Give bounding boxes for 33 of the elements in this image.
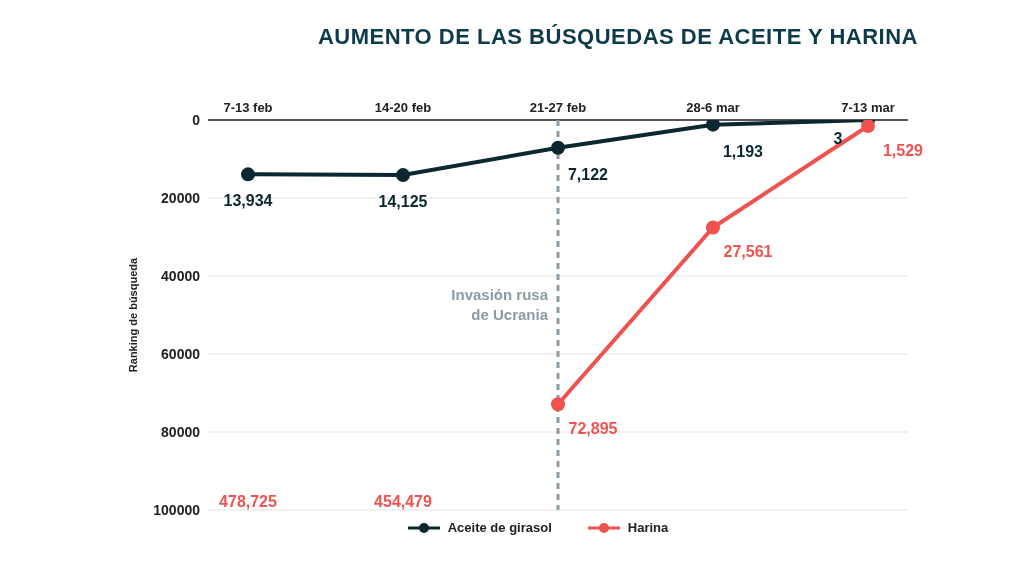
point [396, 168, 410, 183]
y-tick-label: 60000 [161, 345, 201, 362]
x-tick-label: 28-6 mar [686, 100, 740, 115]
chart-title: AUMENTO DE LAS BÚSQUEDAS DE ACEITE Y HARINA [316, 24, 919, 50]
data-label: 3 [833, 130, 843, 148]
y-tick-label: 40000 [161, 267, 201, 284]
data-label: 7,122 [567, 165, 609, 183]
x-tick-label: 7-13 mar [841, 100, 895, 115]
data-label: 13,934 [223, 192, 273, 210]
data-label: 27,561 [723, 243, 773, 261]
y-tick-label: 100000 [153, 501, 201, 518]
legend-label: Harina [627, 520, 669, 535]
data-label: 1,193 [722, 142, 764, 160]
data-label: 72,895 [568, 420, 618, 438]
annotation: 454,479 [374, 493, 433, 510]
point [706, 120, 720, 132]
annotation: 478,725 [219, 493, 278, 510]
data-label: 14,125 [378, 193, 428, 211]
x-tick-label: 14-20 feb [374, 100, 432, 115]
y-axis-title: Ranking de búsqueda [126, 256, 139, 373]
point [861, 120, 875, 133]
point [551, 397, 565, 412]
legend-label: Aceite de girasol [447, 520, 552, 535]
y-tick-label: 20000 [161, 189, 201, 206]
data-label: 1,529 [882, 141, 924, 159]
x-tick-label: 21-27 feb [529, 100, 587, 115]
y-tick-label: 0 [192, 111, 201, 128]
x-tick-label: 7-13 feb [223, 100, 273, 115]
point [551, 140, 565, 155]
y-tick-label: 80000 [161, 423, 201, 440]
point [706, 220, 720, 235]
point [241, 167, 255, 182]
ref-line-label: Invasión rusa de Ucrania [451, 286, 549, 323]
